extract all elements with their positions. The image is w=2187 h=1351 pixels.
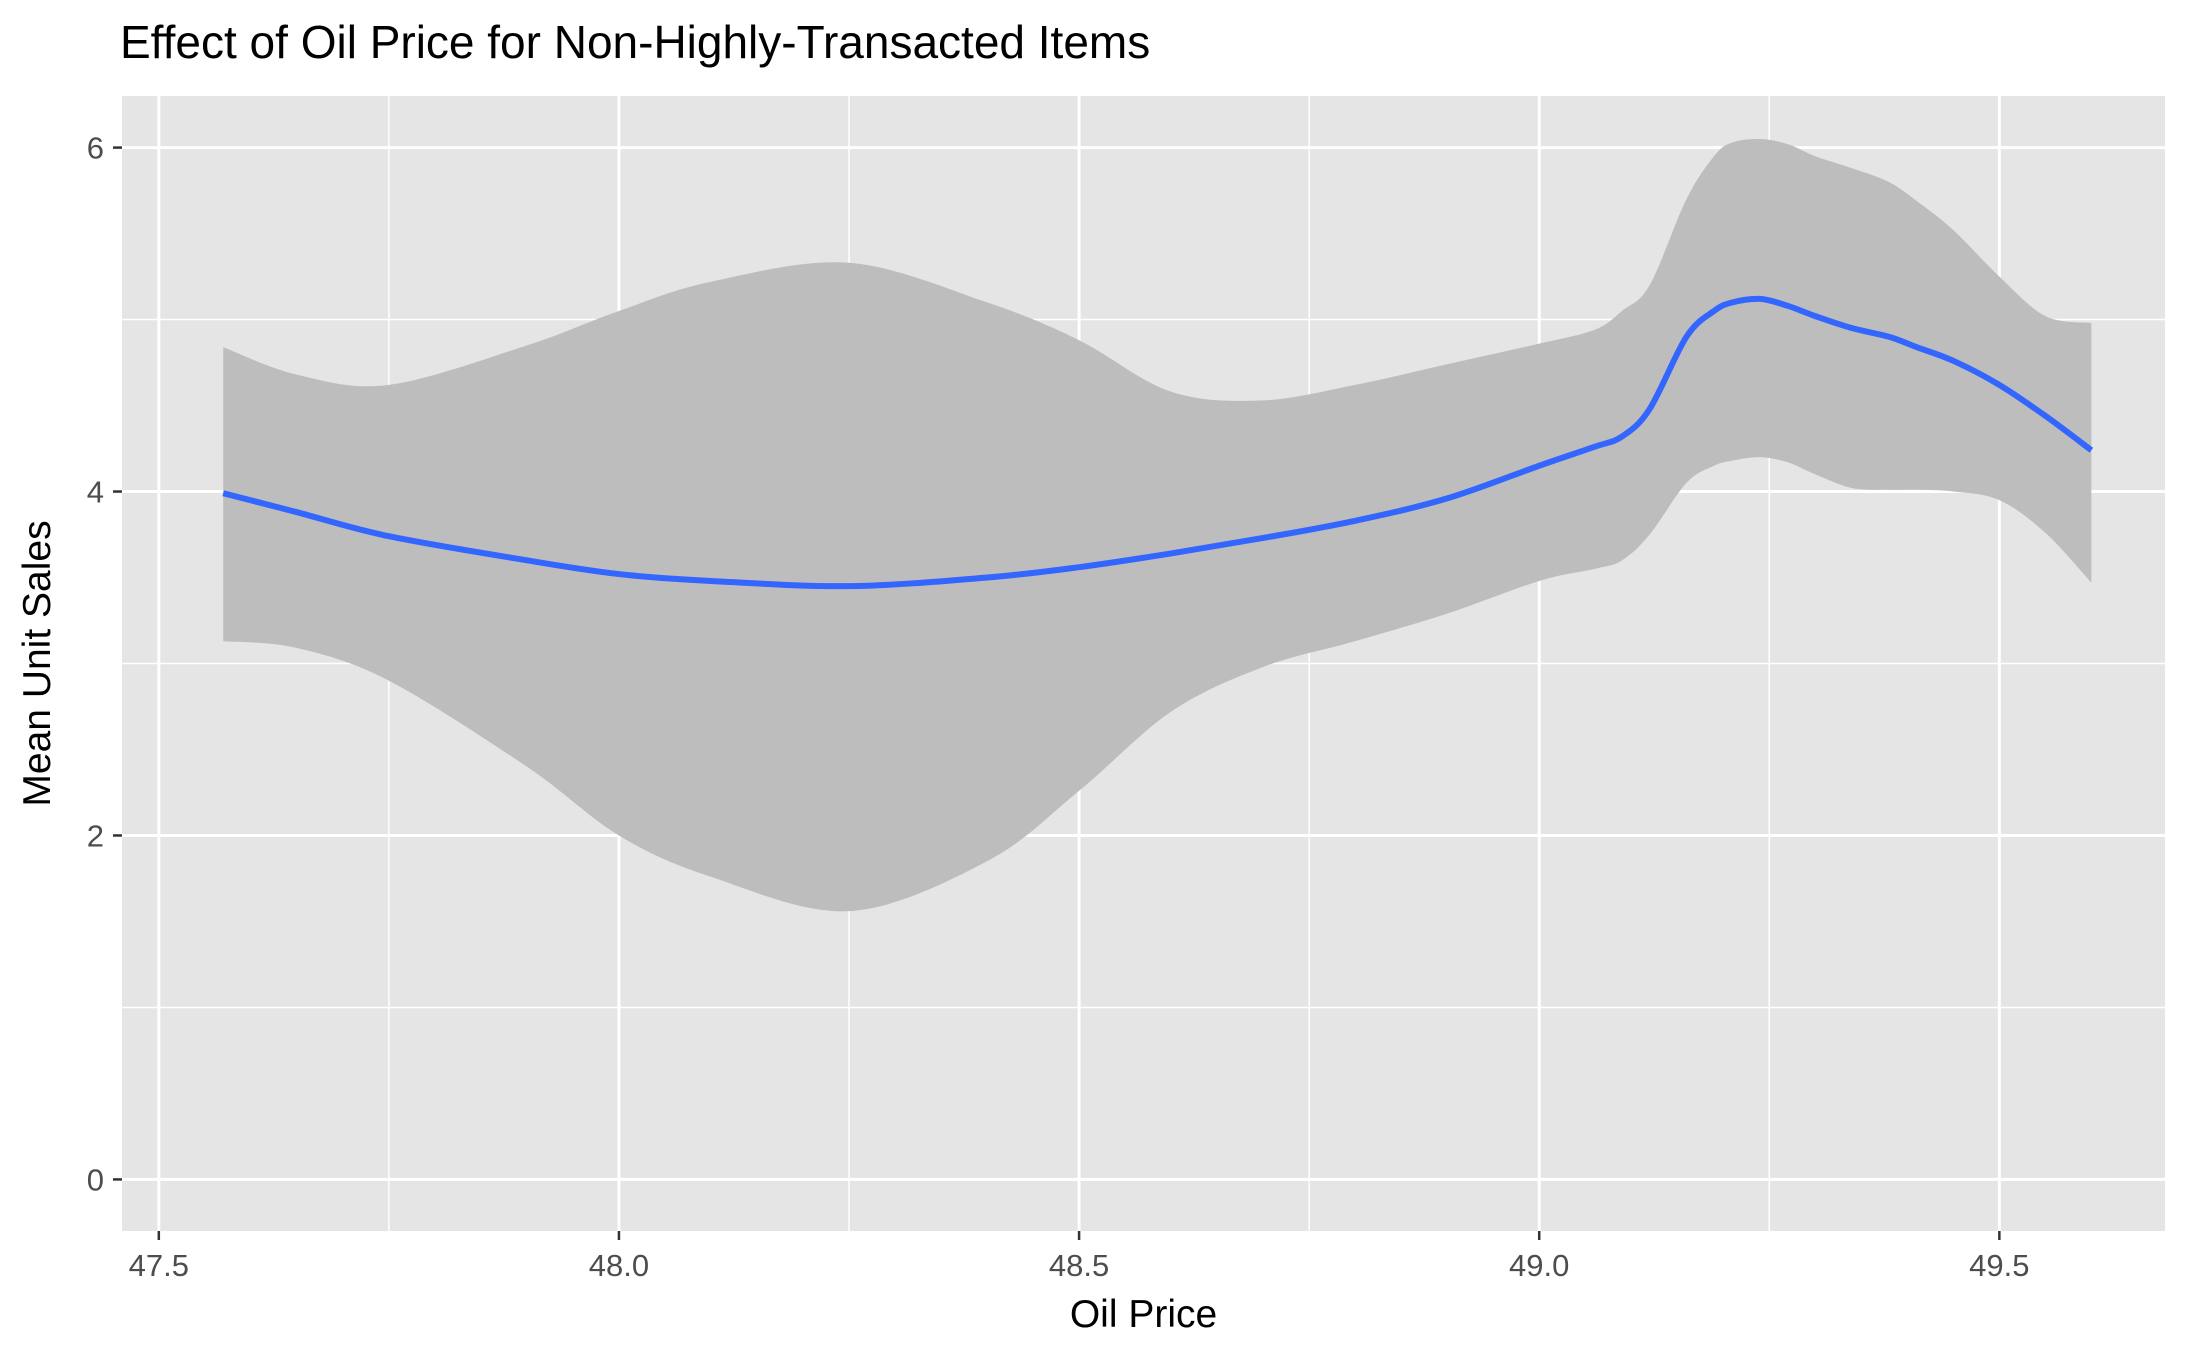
- x-tick-label: 48.5: [1049, 1248, 1109, 1283]
- confidence-band: [223, 138, 2092, 912]
- x-tick-label: 48.0: [589, 1248, 649, 1283]
- chart-title: Effect of Oil Price for Non-Highly-Trans…: [120, 16, 1150, 68]
- y-tick-label: 2: [87, 818, 104, 853]
- x-tick-label: 47.5: [129, 1248, 189, 1283]
- y-tick-label: 4: [87, 475, 104, 510]
- x-axis-title: Oil Price: [1070, 1293, 1217, 1336]
- y-axis-title: Mean Unit Sales: [16, 520, 59, 806]
- smoothed-trend-line: [222, 295, 2094, 590]
- x-tick-label: 49.0: [1509, 1248, 1569, 1283]
- y-axis: 0 2 4 6: [87, 131, 122, 1197]
- confidence-band-layer: [223, 138, 2092, 912]
- y-tick-label: 6: [87, 131, 104, 166]
- y-tick-label: 0: [87, 1162, 104, 1197]
- series-line-layer: [222, 295, 2094, 590]
- x-tick-label: 49.5: [1969, 1248, 2029, 1283]
- x-axis: 47.5 48.0 48.5 49.0 49.5: [129, 1231, 2030, 1283]
